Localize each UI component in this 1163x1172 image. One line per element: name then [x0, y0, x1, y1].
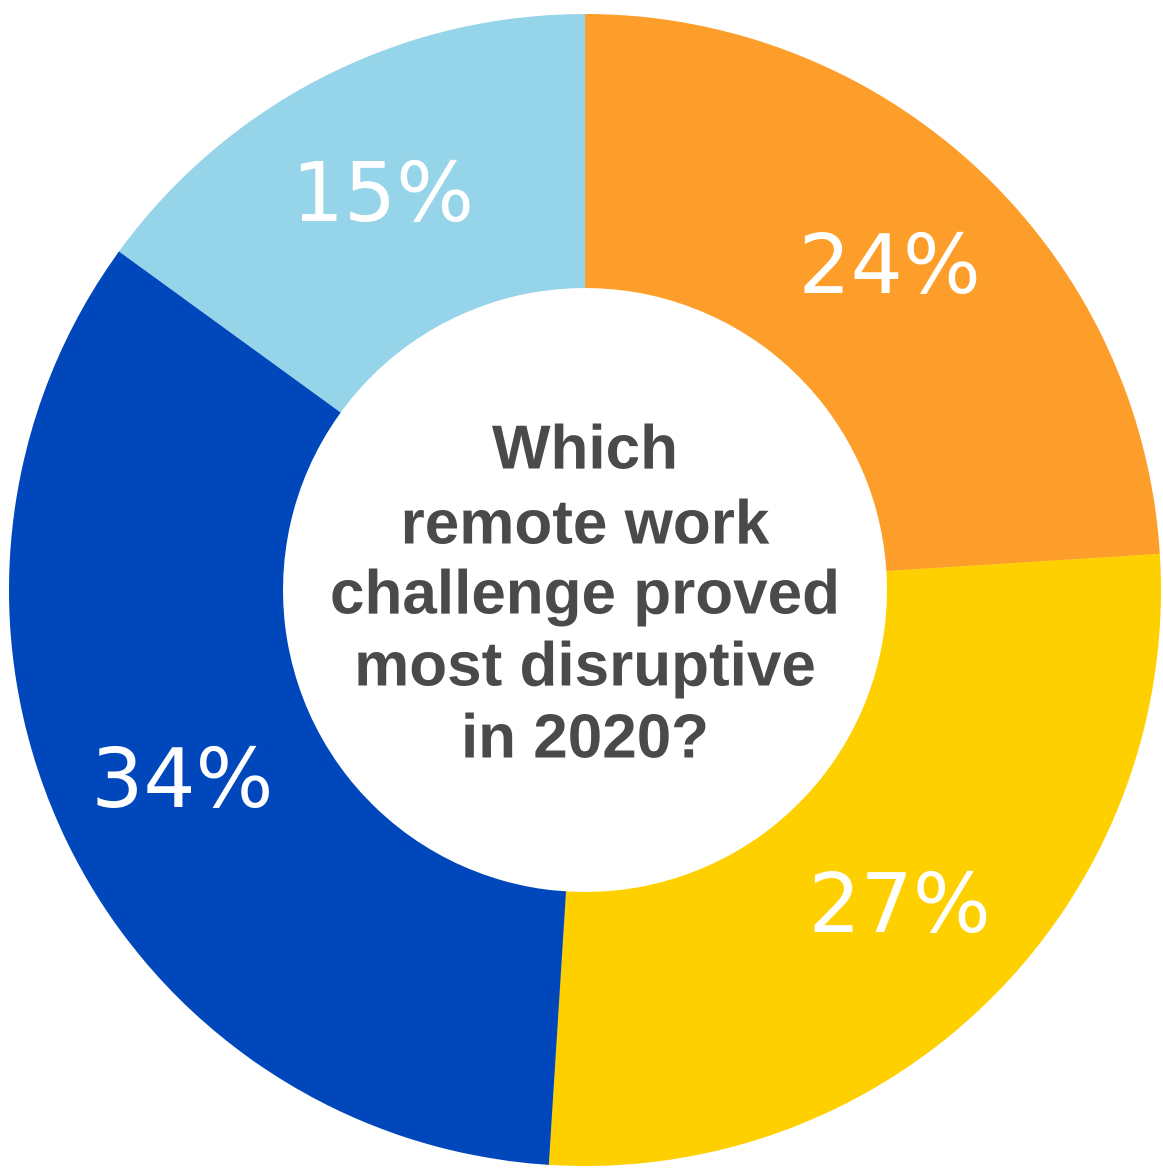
center-question-line-3: challenge proved — [330, 559, 840, 628]
center-question-line-1: Which — [492, 414, 678, 483]
center-question-line-4: most disruptive — [354, 631, 816, 700]
slice-labels: 24% 27% 34% 15% — [91, 146, 991, 952]
center-question-line-2: remote work — [401, 489, 770, 558]
slice-label-2: 27% — [809, 857, 991, 952]
slice-label-1: 24% — [798, 218, 980, 313]
donut-hole — [283, 288, 887, 892]
donut-slice-3 — [8, 251, 585, 1165]
center-question: Which remote work challenge proved most … — [330, 414, 840, 772]
slice-label-4: 15% — [292, 146, 474, 241]
slice-label-3: 34% — [91, 732, 273, 827]
center-question-line-5: in 2020? — [461, 703, 709, 772]
